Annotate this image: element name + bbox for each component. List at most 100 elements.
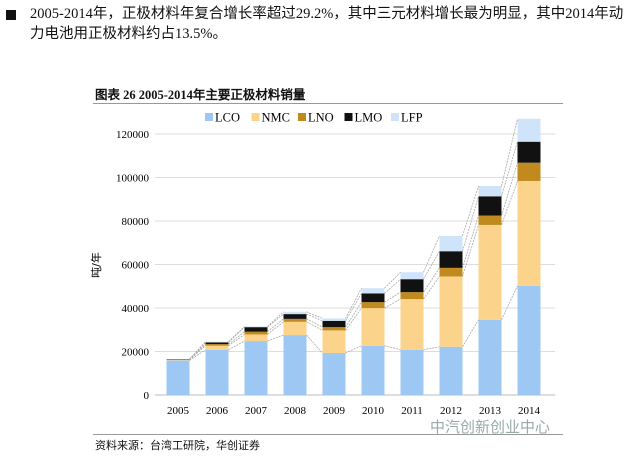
bar-lmo-2012: [439, 251, 463, 268]
series-connector: [189, 349, 206, 361]
y-tick-label: 60000: [122, 260, 150, 272]
bar-lco-2007: [244, 341, 268, 395]
y-tick-label: 20000: [122, 347, 150, 359]
series-connector: [306, 311, 323, 319]
bar-lfp-2007: [244, 326, 268, 328]
legend-label-lfp: LFP: [401, 111, 423, 125]
bar-nmc-2005: [166, 359, 190, 361]
bar-lco-2011: [400, 349, 424, 395]
legend-swatch-lfp: [391, 113, 399, 121]
bar-lco-2013: [478, 319, 502, 395]
series-connector: [228, 326, 245, 343]
series-connector: [423, 267, 440, 293]
bar-lmo-2011: [400, 279, 424, 293]
y-tick-label: 0: [144, 390, 150, 402]
bar-lfp-2009: [322, 318, 346, 321]
series-connector: [501, 162, 518, 216]
bar-lmo-2008: [283, 314, 307, 319]
y-tick-label: 100000: [116, 173, 150, 185]
bar-lfp-2010: [361, 288, 385, 294]
legend-swatch-nmc: [251, 113, 260, 121]
series-connector: [189, 341, 206, 360]
bar-lfp-2008: [283, 311, 307, 315]
series-connector: [306, 313, 323, 322]
x-tick-label: 2006: [206, 405, 229, 417]
bar-lfp-2013: [478, 185, 502, 197]
bar-lmo-2007: [244, 327, 268, 332]
bar-lno-2007: [244, 331, 268, 335]
legend-swatch-lmo: [344, 113, 353, 121]
series-connector: [423, 251, 440, 280]
bar-lno-2006: [205, 344, 229, 346]
series-connector: [267, 311, 284, 327]
bar-lno-2009: [322, 327, 346, 331]
bar-lmo-2006: [205, 342, 229, 345]
bar-lmo-2009: [322, 320, 346, 328]
bar-lno-2014: [517, 162, 541, 181]
legend-swatch-lco: [205, 113, 213, 121]
bar-lmo-2014: [517, 141, 541, 163]
bullet-icon: [6, 10, 16, 20]
series-connector: [306, 318, 323, 328]
series-connector: [501, 285, 518, 320]
series-connector: [267, 318, 284, 333]
series-connector: [384, 291, 401, 303]
legend-label-lmo: LMO: [355, 111, 383, 125]
bar-lno-2008: [283, 318, 307, 322]
bar-lno-2010: [361, 302, 385, 309]
bar-lco-2009: [322, 353, 346, 395]
bar-nmc-2013: [478, 224, 502, 320]
watermark: 中汽创新创业中心: [430, 418, 551, 436]
bar-nmc-2014: [517, 180, 541, 286]
bar-lno-2013: [478, 215, 502, 225]
series-connector: [384, 271, 401, 289]
bar-lco-2010: [361, 345, 385, 395]
series-connector: [306, 334, 323, 354]
series-connector: [267, 313, 284, 328]
x-tick-label: 2014: [518, 405, 541, 417]
series-connector: [384, 278, 401, 294]
bar-lmo-2013: [478, 196, 502, 216]
series-connector: [345, 288, 362, 319]
series-connector: [501, 141, 518, 197]
x-tick-label: 2011: [401, 405, 423, 417]
bar-nmc-2007: [244, 334, 268, 342]
divider: [93, 434, 563, 435]
legend-swatch-lno: [298, 113, 306, 121]
series-connector: [501, 180, 518, 226]
bar-lco-2014: [517, 285, 541, 395]
x-tick-label: 2005: [167, 405, 190, 417]
source-note: 资料来源：台湾工研院，华创证券: [95, 440, 260, 452]
x-tick-label: 2010: [362, 405, 385, 417]
paragraph: 2005-2014年，正极材料年复合增长率超过29.2%，其中三元材料增长最为明…: [30, 6, 624, 42]
series-connector: [462, 215, 479, 268]
series-connector: [501, 118, 518, 187]
series-connector: [462, 196, 479, 252]
bar-lco-2005: [166, 360, 190, 395]
series-connector: [345, 307, 362, 331]
bar-lno-2011: [400, 292, 424, 300]
series-connector: [228, 326, 245, 343]
bar-lno-2012: [439, 267, 463, 277]
bar-nmc-2010: [361, 308, 385, 346]
series-connector: [423, 346, 440, 351]
bar-lfp-2011: [400, 272, 424, 280]
bar-lco-2008: [283, 335, 307, 395]
series-connector: [462, 319, 479, 347]
series-connector: [345, 301, 362, 328]
series-connector: [345, 293, 362, 322]
bar-nmc-2011: [400, 299, 424, 350]
y-tick-label: 80000: [122, 216, 150, 228]
series-connector: [462, 185, 479, 237]
figure-caption: 图表 26 2005-2014年主要正极材料销量: [95, 88, 306, 102]
bar-nmc-2006: [205, 345, 229, 350]
x-tick-label: 2007: [245, 405, 268, 417]
legend-label-lco: LCO: [215, 111, 240, 125]
bar-nmc-2008: [283, 321, 307, 336]
bar-lmo-2010: [361, 293, 385, 303]
x-tick-label: 2009: [323, 405, 346, 417]
divider: [93, 103, 563, 104]
series-connector: [423, 235, 440, 273]
series-connector: [462, 224, 479, 277]
legend-label-nmc: NMC: [262, 111, 290, 125]
